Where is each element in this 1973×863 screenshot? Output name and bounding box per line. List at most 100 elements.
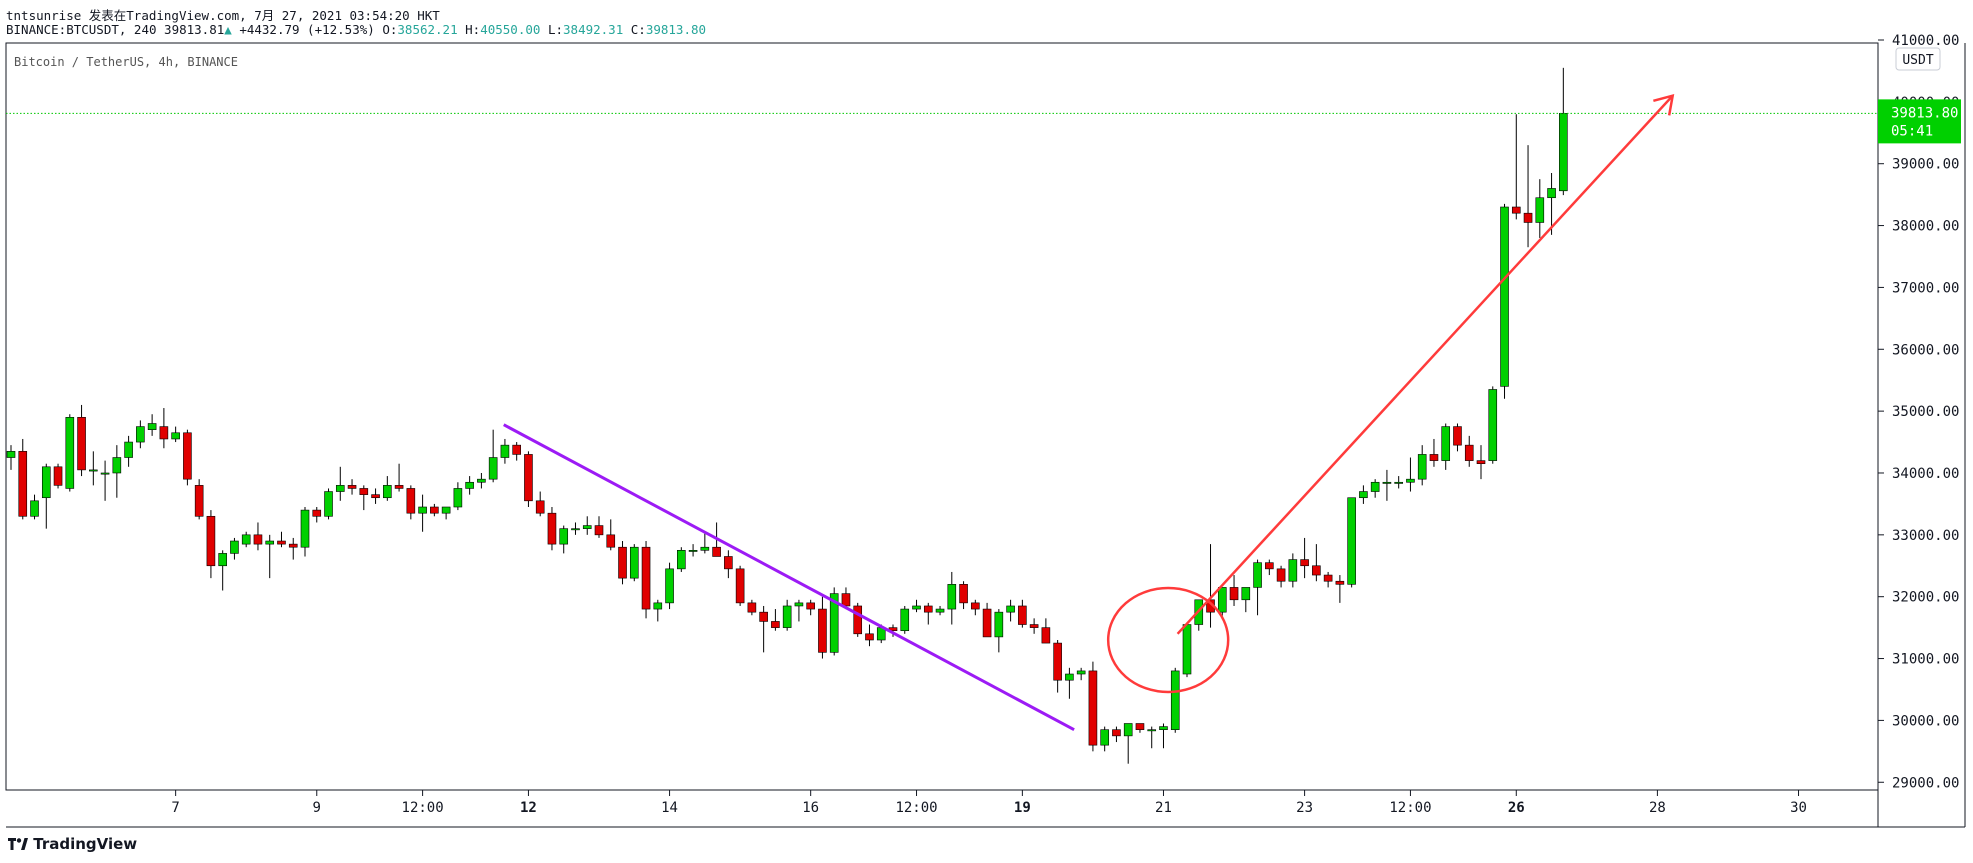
candle-body xyxy=(900,608,910,632)
candle xyxy=(1006,599,1015,622)
candle-body xyxy=(371,494,380,499)
candle xyxy=(806,599,815,616)
candle xyxy=(1112,726,1121,743)
candle xyxy=(782,599,792,631)
candle xyxy=(147,414,157,436)
candle xyxy=(900,605,910,634)
candle-body xyxy=(253,534,263,545)
candle xyxy=(394,463,404,492)
candle-body xyxy=(383,485,392,499)
candle-body xyxy=(1041,627,1051,644)
candle-body xyxy=(1323,574,1333,582)
candle xyxy=(1312,544,1321,582)
candle xyxy=(1182,624,1192,678)
candle-body xyxy=(277,540,286,545)
candle-body xyxy=(1370,481,1380,492)
candle-body xyxy=(771,621,780,628)
candle-body xyxy=(1312,565,1321,576)
candle xyxy=(1135,723,1145,733)
breakout-circle xyxy=(1106,586,1230,694)
price-tag-value: 39813.80 xyxy=(1891,105,1958,121)
candle xyxy=(653,599,663,622)
price-tick-label: 41000.00 xyxy=(1892,33,1959,49)
chart-header-author: tntsunrise 发表在TradingView.com, 7月 27, 20… xyxy=(6,8,440,23)
candle-body xyxy=(841,593,851,607)
candle xyxy=(841,587,851,610)
candle-body xyxy=(147,423,157,430)
candle-body xyxy=(1276,568,1286,582)
price-change: +4432.79 (+12.53%) xyxy=(239,22,375,37)
open-value: 38562.21 xyxy=(397,22,458,37)
candle xyxy=(1523,145,1533,248)
candle-body xyxy=(1288,559,1298,582)
candle-body xyxy=(1053,642,1062,681)
candle xyxy=(829,587,839,656)
candle xyxy=(724,550,733,579)
candle-body xyxy=(1347,497,1356,585)
candle-body xyxy=(982,608,992,638)
candle xyxy=(677,547,686,572)
candle-body xyxy=(500,444,510,458)
candle xyxy=(124,435,133,467)
candle xyxy=(18,438,28,520)
candle-body xyxy=(1065,673,1074,681)
candle-body xyxy=(794,602,804,607)
candle-body xyxy=(829,593,839,653)
currency-badge xyxy=(1895,47,1941,71)
candle-body xyxy=(1170,670,1180,730)
candle-body xyxy=(865,633,874,641)
candle-body xyxy=(347,485,357,489)
candle xyxy=(971,599,980,616)
candle-body xyxy=(53,466,63,486)
candle xyxy=(159,408,169,449)
candle-body xyxy=(1253,562,1262,588)
candle-body xyxy=(700,546,710,551)
candle-body xyxy=(1488,389,1498,461)
candle xyxy=(1229,575,1239,606)
candle-body xyxy=(959,584,968,604)
candle xyxy=(1535,179,1545,238)
candle-body xyxy=(394,485,404,489)
candle-body xyxy=(430,506,439,514)
candle xyxy=(1335,575,1345,603)
candle-body xyxy=(547,512,557,545)
candle-body xyxy=(782,605,792,628)
candle xyxy=(1429,438,1439,467)
candle-body xyxy=(488,457,498,480)
candle xyxy=(441,506,451,520)
candle-body xyxy=(594,525,604,536)
candle-body xyxy=(665,568,674,604)
candle xyxy=(1406,457,1415,492)
candle xyxy=(453,482,463,511)
candle-body xyxy=(241,534,251,545)
time-tick-label: 12 xyxy=(520,800,537,816)
candle xyxy=(465,476,474,495)
candle-body xyxy=(1382,481,1392,484)
candle-body xyxy=(183,432,192,480)
candle xyxy=(1300,537,1309,579)
candle xyxy=(794,599,804,622)
candle xyxy=(559,525,569,554)
candle xyxy=(241,531,251,548)
candle-body xyxy=(171,432,180,440)
candle-body xyxy=(324,491,333,517)
candle-body xyxy=(1394,481,1403,484)
candle xyxy=(818,596,827,659)
candle-body xyxy=(1147,729,1157,732)
currency-badge-label: USDT xyxy=(1902,53,1933,68)
candle xyxy=(430,503,439,517)
candle xyxy=(477,472,486,489)
candle xyxy=(594,516,604,538)
candle xyxy=(1041,618,1051,644)
candle xyxy=(700,531,710,554)
time-tick-label: 12:00 xyxy=(402,800,444,816)
candle xyxy=(65,414,75,492)
price-tick-label: 31000.00 xyxy=(1892,652,1959,668)
candle xyxy=(418,494,427,532)
trend-line xyxy=(503,423,1075,732)
candle-body xyxy=(465,481,474,489)
projection-arrow xyxy=(1176,94,1674,635)
tradingview-logo[interactable]: TradingView xyxy=(8,835,137,853)
candle xyxy=(535,491,545,517)
